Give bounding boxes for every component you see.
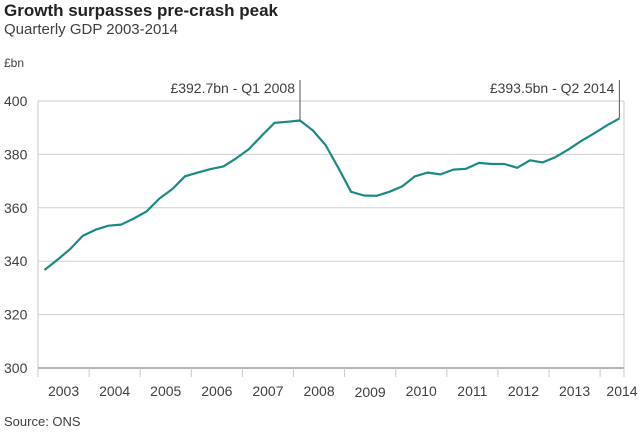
annotation-label: £392.7bn - Q1 2008 bbox=[170, 80, 295, 96]
source-note: Source: ONS bbox=[4, 414, 81, 429]
x-tick-label: 2003 bbox=[48, 383, 79, 399]
chart-subtitle: Quarterly GDP 2003-2014 bbox=[4, 21, 178, 38]
y-tick-label: 380 bbox=[4, 146, 28, 162]
x-axis: 2003 2004 2005 2006 2007 2008 2009 2010 2011 2012… bbox=[37, 368, 638, 400]
y-tick-label: 360 bbox=[4, 200, 28, 216]
x-tick-label: 2010 bbox=[406, 383, 437, 399]
gdp-series-line bbox=[43, 117, 620, 271]
x-tick-label: 2012 bbox=[508, 383, 539, 399]
y-axis: 300 320 340 360 380 400 bbox=[4, 93, 28, 376]
annotation-label: £393.5bn - Q2 2014 bbox=[490, 80, 615, 96]
x-tick-label: 2004 bbox=[99, 383, 130, 399]
grid-lines bbox=[37, 100, 625, 376]
x-tick-label: 2013 bbox=[559, 383, 590, 399]
y-tick-label: 300 bbox=[4, 360, 28, 376]
x-tick-label: 2014 bbox=[606, 383, 637, 399]
y-tick-label: 400 bbox=[4, 93, 28, 109]
annotations: £392.7bn - Q1 2008 £393.5bn - Q2 2014 bbox=[170, 80, 620, 121]
x-tick-label: 2006 bbox=[201, 383, 232, 399]
x-tick-label: 2011 bbox=[457, 383, 487, 399]
chart-title: Growth surpasses pre-crash peak bbox=[4, 1, 279, 20]
x-tick-label: 2009 bbox=[355, 384, 386, 400]
y-tick-label: 320 bbox=[4, 307, 28, 323]
series-group bbox=[43, 117, 620, 271]
x-tick-label: 2005 bbox=[150, 383, 181, 399]
y-tick-label: 340 bbox=[4, 253, 28, 269]
x-tick-label: 2008 bbox=[303, 383, 334, 399]
x-tick-label: 2007 bbox=[252, 383, 283, 399]
y-axis-unit-label: £bn bbox=[4, 56, 25, 70]
